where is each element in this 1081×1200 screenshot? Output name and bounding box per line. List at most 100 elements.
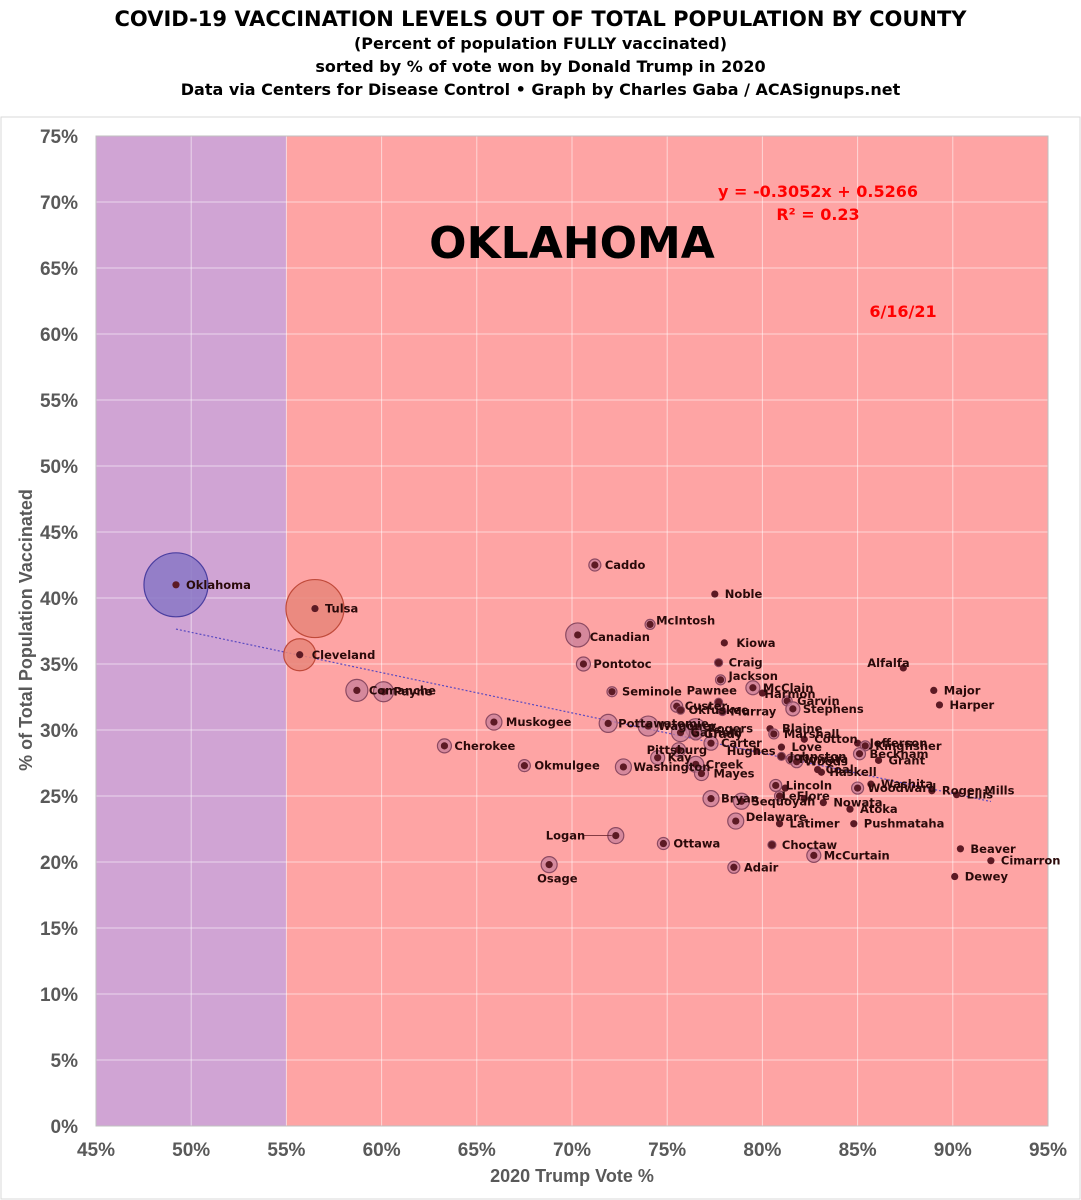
county-point	[545, 861, 553, 869]
date-label: 6/16/21	[869, 302, 936, 321]
county-point	[604, 719, 612, 728]
county-label: Adair	[744, 860, 779, 874]
county-point	[730, 863, 738, 871]
county-label: Noble	[725, 587, 763, 601]
county-label: Stephens	[803, 702, 864, 716]
county-point	[676, 706, 685, 714]
x-tick-label: 60%	[363, 1140, 401, 1161]
county-label: Custer	[685, 699, 728, 713]
county-label: Kingfisher	[875, 739, 942, 753]
county-label: Cimarron	[1001, 854, 1061, 868]
county-point	[711, 590, 719, 598]
county-label: Haskell	[829, 765, 876, 779]
y-axis-ticks: 0% 5% 10% 15% 20% 25% 30% 35% 40% 45% 50% 55% 60% 65%…	[40, 127, 78, 1138]
y-tick-label: 75%	[40, 127, 78, 148]
x-tick-label: 95%	[1029, 1140, 1067, 1161]
county-point	[928, 787, 936, 795]
county-label: Beaver	[970, 842, 1016, 856]
y-tick-label: 15%	[40, 919, 78, 940]
county-point	[311, 604, 319, 613]
county-point	[697, 769, 706, 778]
county-point	[659, 839, 667, 848]
county-label: Marshall	[784, 727, 840, 741]
y-tick-label: 25%	[40, 787, 78, 808]
county-label: Beckham	[870, 747, 929, 761]
county-label: Harper	[949, 698, 994, 712]
county-label: Woodward	[868, 781, 937, 795]
county-label: Ottawa	[673, 837, 720, 851]
county-point	[810, 851, 818, 860]
county-label: Atoka	[860, 802, 898, 816]
y-tick-label: 10%	[40, 985, 78, 1006]
county-label: Latimer	[790, 817, 840, 831]
county-point	[953, 791, 961, 799]
r-squared: R² = 0.23	[776, 205, 859, 224]
county-point	[846, 805, 854, 813]
county-point	[772, 781, 780, 790]
county-point	[800, 795, 808, 803]
county-label: Canadian	[590, 630, 650, 644]
county-point	[692, 760, 700, 768]
regression-equation: y = -0.3052x + 0.5266	[718, 182, 918, 201]
county-label: Alfalfa	[867, 656, 909, 670]
county-label: Kiowa	[736, 636, 775, 650]
y-tick-label: 0%	[51, 1117, 79, 1138]
x-tick-label: 55%	[267, 1140, 305, 1161]
county-point	[715, 659, 723, 667]
county-label: Garfield	[691, 726, 742, 740]
county-point	[520, 762, 529, 770]
county-point	[899, 664, 907, 672]
county-point	[646, 620, 654, 629]
county-label: Pawnee	[687, 683, 737, 697]
county-point	[579, 660, 588, 668]
y-tick-label: 55%	[40, 391, 78, 412]
county-label: Washita	[881, 777, 933, 791]
county-label: Johnston	[788, 749, 846, 763]
county-point	[379, 688, 388, 696]
county-label: Oklahoma	[186, 578, 251, 592]
county-label: Rogers	[708, 722, 753, 736]
county-point	[707, 739, 715, 747]
county-label: McClain	[763, 681, 814, 695]
x-tick-label: 45%	[77, 1140, 115, 1161]
y-tick-label: 50%	[40, 457, 78, 478]
county-point	[612, 832, 620, 840]
county-point	[490, 718, 498, 726]
county-label: Jefferson	[869, 736, 928, 750]
county-point	[819, 799, 827, 807]
chart-subtitle-1: (Percent of population FULLY vaccinated)	[353, 34, 727, 53]
county-label: Hughes	[727, 744, 776, 758]
county-label: Pushmataha	[864, 817, 945, 831]
county-label: Nowata	[833, 796, 882, 810]
county-point	[440, 742, 449, 750]
county-label: Grady	[704, 727, 743, 741]
county-point	[850, 820, 858, 828]
county-point	[775, 792, 784, 800]
state-name: OKLAHOMA	[429, 218, 715, 269]
county-label: Carter	[721, 736, 762, 750]
county-point	[574, 631, 582, 639]
county-label: Wagoner	[658, 719, 716, 733]
county-label: Ellis	[967, 788, 994, 802]
county-label: Jackson	[728, 669, 778, 683]
county-point	[608, 688, 616, 696]
county-label: Creek	[706, 757, 744, 771]
county-label: Muskogee	[506, 715, 572, 729]
y-tick-label: 65%	[40, 259, 78, 280]
county-point	[718, 707, 727, 716]
x-tick-label: 90%	[934, 1140, 972, 1161]
county-point	[861, 742, 869, 750]
chart-subtitle-2: sorted by % of vote won by Donald Trump …	[315, 57, 766, 76]
county-label: Delaware	[746, 810, 807, 824]
county-point	[775, 820, 784, 828]
county-point	[591, 561, 599, 569]
county-label: Dewey	[965, 870, 1009, 884]
county-point	[793, 758, 801, 766]
county-point	[770, 730, 778, 738]
county-point	[707, 795, 715, 803]
county-label: Love	[791, 740, 822, 754]
county-label: Sequoyah	[751, 794, 815, 808]
county-point	[758, 689, 767, 697]
county-label: Murray	[730, 705, 776, 719]
